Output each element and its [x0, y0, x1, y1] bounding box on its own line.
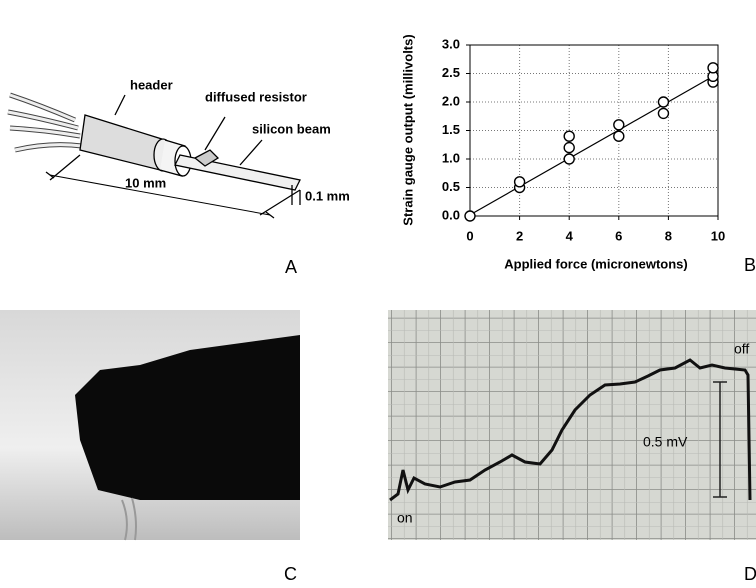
data-point [464, 210, 476, 222]
y-tick-label: 2.5 [442, 65, 460, 80]
panel-label: D [744, 564, 756, 584]
annotation: 0.1 mm [305, 188, 350, 203]
panel-c-photo [0, 310, 300, 541]
panel-d-recording [388, 310, 756, 540]
x-tick-label: 8 [665, 228, 672, 243]
x-tick-label: 0 [466, 228, 473, 243]
y-tick-label: 0.0 [442, 207, 460, 222]
x-tick-label: 10 [711, 228, 725, 243]
x-tick-label: 2 [516, 228, 523, 243]
annotation: 0.5 mV [643, 434, 688, 450]
data-point [657, 96, 670, 108]
data-point [513, 176, 526, 188]
data-point [613, 130, 625, 142]
y-tick-label: 1.5 [442, 122, 460, 137]
scatter-chart: 0.0 0.5 1.0 1.5 2.0 2.5 3.0 0 2 4 6 8 10 [442, 36, 725, 243]
x-tick-label: 6 [615, 228, 622, 243]
annotation: header [130, 77, 173, 92]
annotation: off [734, 341, 749, 357]
y-tick-label: 2.0 [442, 93, 460, 108]
x-axis-title: Applied force (micronewtons) [504, 256, 687, 271]
panel-a-diagram [7, 92, 301, 219]
fit-line [469, 72, 719, 216]
data-point [563, 153, 575, 165]
panel-label: A [285, 257, 297, 277]
y-tick-label: 1.0 [442, 150, 460, 165]
y-tick-label: 0.5 [442, 179, 460, 194]
data-point [657, 107, 670, 120]
annotation: on [397, 510, 413, 526]
data-point [613, 119, 625, 131]
annotation: 10 mm [125, 175, 166, 190]
plot-frame [469, 44, 719, 217]
y-tick-label: 3.0 [442, 36, 460, 51]
x-tick-label: 4 [566, 228, 574, 243]
y-axis-title: Strain gauge output (millivolts) [400, 34, 415, 225]
panel-label: C [284, 564, 297, 584]
data-point [563, 141, 575, 154]
data-point [707, 62, 719, 74]
annotation: silicon beam [252, 121, 331, 136]
panel-label: B [744, 255, 756, 275]
data-point [563, 130, 575, 142]
annotation: diffused resistor [205, 89, 307, 104]
